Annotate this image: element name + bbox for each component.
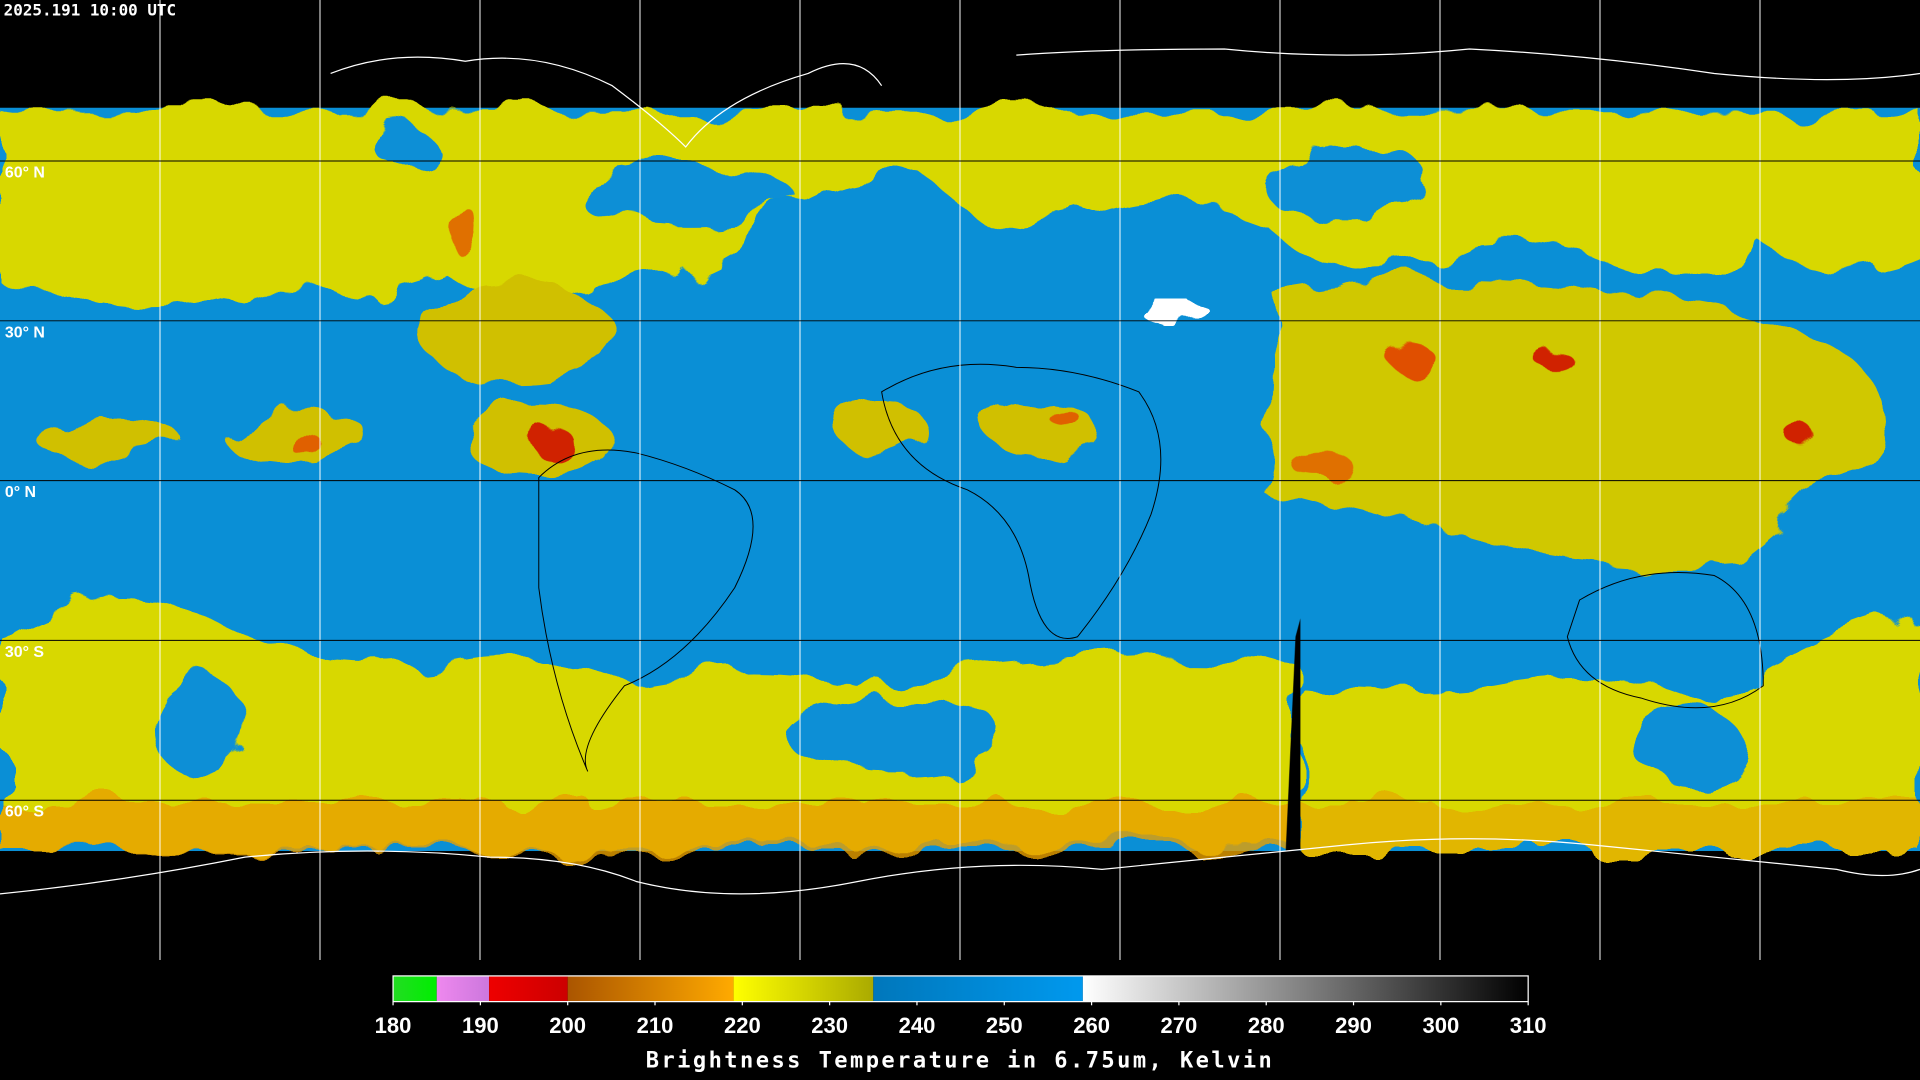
warm-dry-region bbox=[1141, 300, 1210, 325]
colorbar-segment bbox=[393, 975, 437, 1002]
colorbar: 180 190 200 210 220 230 240 250 260 270 280 290 300 3… bbox=[375, 975, 1547, 1038]
latitude-label: 30° N bbox=[5, 324, 45, 341]
colorbar-segment bbox=[733, 975, 874, 1002]
dry-slot bbox=[1261, 146, 1433, 221]
colorbar-segment bbox=[567, 975, 734, 1002]
convective-core bbox=[528, 426, 574, 456]
cold-tops bbox=[0, 208, 1920, 852]
latitude-label: 0° N bbox=[5, 484, 36, 501]
colorbar-tick-label: 290 bbox=[1335, 1013, 1372, 1038]
colorbar-tick-label: 180 bbox=[375, 1013, 412, 1038]
cloud-blob bbox=[838, 397, 925, 460]
coastline bbox=[330, 56, 883, 148]
australia bbox=[1566, 571, 1764, 709]
polar-cold bbox=[0, 802, 1296, 852]
south-band-west bbox=[0, 598, 1296, 852]
convective-core bbox=[1050, 410, 1080, 428]
coastline bbox=[0, 838, 1920, 895]
graticule: 60° N 30° N 0° N 30° S 60° S bbox=[0, 0, 1920, 960]
timestamp: 2025.191 10:00 UTC bbox=[4, 1, 176, 20]
latitude-label: 30° S bbox=[5, 644, 44, 661]
latitude-label: 60° N bbox=[5, 164, 45, 181]
convective-core bbox=[1291, 453, 1354, 478]
cloud-blob bbox=[36, 422, 184, 460]
data-gap bbox=[1285, 618, 1301, 852]
land-outlines bbox=[538, 363, 1764, 772]
africa bbox=[881, 363, 1162, 639]
coastlines bbox=[0, 48, 1920, 895]
dry-slot bbox=[373, 128, 435, 166]
dry-slot bbox=[146, 673, 245, 772]
colorbar-tick-label: 230 bbox=[811, 1013, 848, 1038]
convective-core bbox=[1383, 342, 1433, 368]
polar-cold bbox=[1300, 802, 1920, 852]
latitude-label: 60° S bbox=[5, 804, 44, 821]
colorbar-segment bbox=[873, 975, 1083, 1002]
south-band-east bbox=[1300, 612, 1920, 852]
colorbar-tick-label: 190 bbox=[462, 1013, 499, 1038]
colorbar-tick-label: 270 bbox=[1161, 1013, 1198, 1038]
dry-slot bbox=[575, 168, 796, 223]
colorbar-tick-label: 210 bbox=[637, 1013, 674, 1038]
colorbar-tick-label: 240 bbox=[899, 1013, 936, 1038]
convective-core bbox=[1785, 424, 1815, 445]
cloud-blob bbox=[985, 401, 1096, 456]
convective-core bbox=[450, 208, 480, 258]
colorbar-segment bbox=[1082, 975, 1529, 1002]
cloud-blob bbox=[416, 281, 613, 380]
colorbar-tick-label: 250 bbox=[986, 1013, 1023, 1038]
colorbar-segment bbox=[489, 975, 568, 1002]
colorbar-tick-label: 300 bbox=[1422, 1013, 1459, 1038]
convective-core bbox=[282, 428, 318, 449]
dry-slot bbox=[1634, 710, 1745, 784]
colorbar-tick-label: 200 bbox=[549, 1013, 586, 1038]
convective-core bbox=[1536, 351, 1574, 372]
blue-intrusions bbox=[146, 128, 1745, 784]
south-america bbox=[538, 449, 754, 772]
colorbar-tick-label: 220 bbox=[724, 1013, 761, 1038]
colorbar-title: Brightness Temperature in 6.75um, Kelvin bbox=[646, 1049, 1275, 1074]
colorbar-tick-label: 310 bbox=[1510, 1013, 1547, 1038]
colorbar-frame bbox=[392, 975, 1529, 1003]
colorbar-tick-label: 260 bbox=[1073, 1013, 1110, 1038]
colorbar-tick-label: 280 bbox=[1248, 1013, 1285, 1038]
coastline bbox=[1016, 48, 1920, 81]
dry-slot bbox=[783, 697, 1005, 772]
colorbar-segment bbox=[436, 975, 490, 1002]
